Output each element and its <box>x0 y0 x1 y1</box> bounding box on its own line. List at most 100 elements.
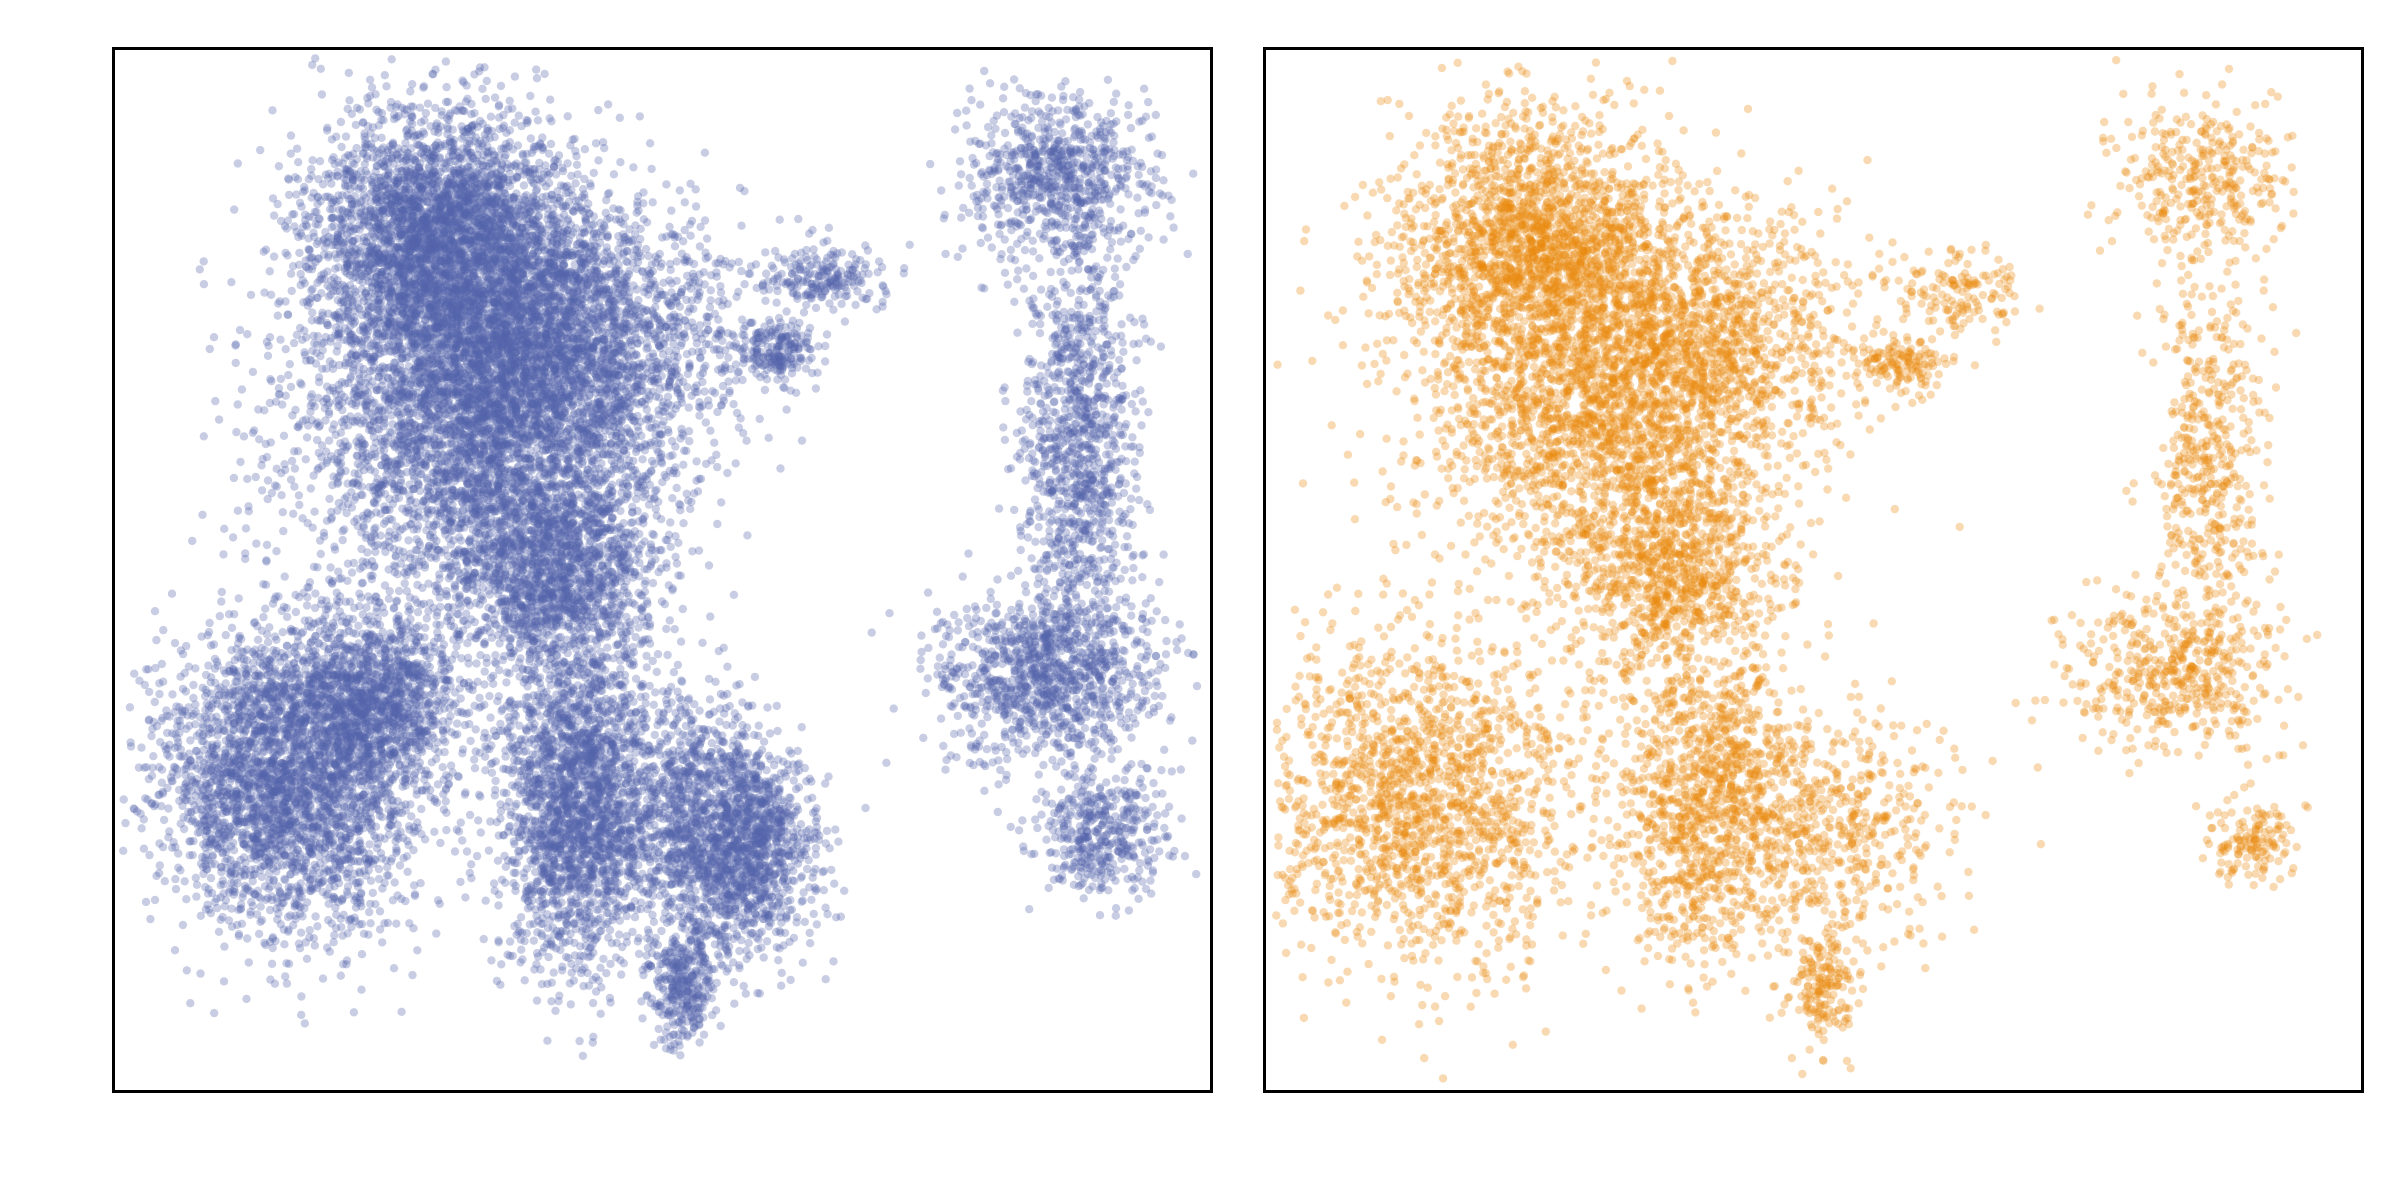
scatter-point <box>580 145 590 154</box>
scatter-point <box>501 204 510 213</box>
scatter-point <box>281 248 290 258</box>
scatter-point <box>421 144 431 153</box>
scatter-point <box>496 182 505 191</box>
scatter-point <box>307 164 316 174</box>
scatter-point <box>470 386 480 395</box>
scatter-point <box>492 234 501 243</box>
scatter-point <box>423 288 433 298</box>
scatter-point <box>507 379 516 389</box>
scatter-point <box>371 167 380 176</box>
scatter-point <box>468 295 477 305</box>
scatter-point <box>400 253 410 262</box>
scatter-point <box>432 145 441 154</box>
scatter-point <box>342 169 351 179</box>
scatter-point <box>512 240 521 249</box>
scatter-point <box>483 236 492 246</box>
scatter-point <box>363 266 372 276</box>
scatter-point <box>345 222 354 231</box>
scatter-point <box>331 264 340 273</box>
scatter-point <box>429 167 439 176</box>
scatter-point <box>352 260 361 269</box>
scatter-point <box>483 313 492 323</box>
scatter-point <box>290 464 300 473</box>
scatter-point <box>458 76 467 85</box>
scatter-point <box>484 309 493 318</box>
scatter-point <box>337 238 347 247</box>
scatter-point <box>512 314 521 323</box>
scatter-point <box>265 267 274 276</box>
scatter-point <box>469 312 478 321</box>
scatter-point <box>635 112 644 121</box>
scatter-point <box>351 120 361 130</box>
scatter-point <box>554 274 563 283</box>
scatter-point <box>310 507 319 516</box>
scatter-point <box>516 162 525 171</box>
scatter-point <box>460 298 469 307</box>
scatter-point <box>412 206 421 215</box>
scatter-point <box>294 232 303 242</box>
scatter-point <box>422 281 431 290</box>
scatter-point <box>375 271 384 280</box>
scatter-point <box>291 173 300 182</box>
scatter-point <box>374 249 383 258</box>
scatter-point <box>510 72 520 81</box>
scatter-point <box>418 248 427 257</box>
scatter-point <box>434 178 443 187</box>
scatter-point <box>329 195 339 205</box>
scatter-point <box>441 187 450 197</box>
scatter-point <box>532 65 541 74</box>
scatter-point <box>411 169 420 178</box>
scatter-point <box>389 250 398 259</box>
scatter-point <box>580 228 589 238</box>
scatter-point <box>211 396 220 406</box>
scatter-point <box>377 145 386 154</box>
scatter-point <box>396 260 405 270</box>
scatter-point <box>442 82 451 92</box>
scatter-point <box>316 64 325 73</box>
scatter-point <box>423 99 433 108</box>
scatter-point <box>508 300 517 309</box>
scatter-point <box>442 249 451 259</box>
scatter-point <box>338 526 347 536</box>
scatter-point <box>367 83 377 92</box>
scatter-point <box>395 371 404 380</box>
scatter-point <box>471 287 480 296</box>
scatter-point <box>713 519 722 529</box>
scatter-point <box>528 313 537 323</box>
scatter-point <box>443 203 452 212</box>
scatter-point <box>412 131 421 140</box>
scatter-point <box>562 271 571 281</box>
scatter-point <box>436 122 445 131</box>
scatter-point <box>493 214 503 224</box>
scatter-point <box>279 431 289 440</box>
scatter-point <box>591 139 601 148</box>
scatter-point <box>483 123 492 133</box>
scatter-point <box>393 175 403 184</box>
scatter-point <box>592 242 602 252</box>
scatter-point <box>424 311 434 320</box>
scatter-point <box>294 491 304 500</box>
scatter-point <box>531 142 540 151</box>
scatter-point <box>311 54 320 63</box>
scatter-point <box>307 286 316 295</box>
scatter-point <box>333 234 342 243</box>
scatter-point <box>459 132 469 141</box>
scatter-point <box>342 259 351 268</box>
scatter-point <box>388 331 397 340</box>
scatter-point <box>444 297 453 307</box>
scatter-point <box>195 265 204 274</box>
scatter-point <box>379 143 388 152</box>
scatter-point <box>507 193 517 202</box>
scatter-point <box>424 197 433 207</box>
scatter-point <box>447 212 457 221</box>
scatter-point <box>382 225 392 234</box>
scatter-point <box>341 132 351 141</box>
scatter-point <box>324 169 334 178</box>
scatter-point <box>563 112 572 121</box>
scatter-point <box>367 278 376 287</box>
scatter-point <box>483 224 493 233</box>
scatter-point <box>475 116 485 126</box>
scatter-point <box>243 330 252 339</box>
scatter-point <box>526 91 535 101</box>
scatter-point <box>374 121 384 130</box>
